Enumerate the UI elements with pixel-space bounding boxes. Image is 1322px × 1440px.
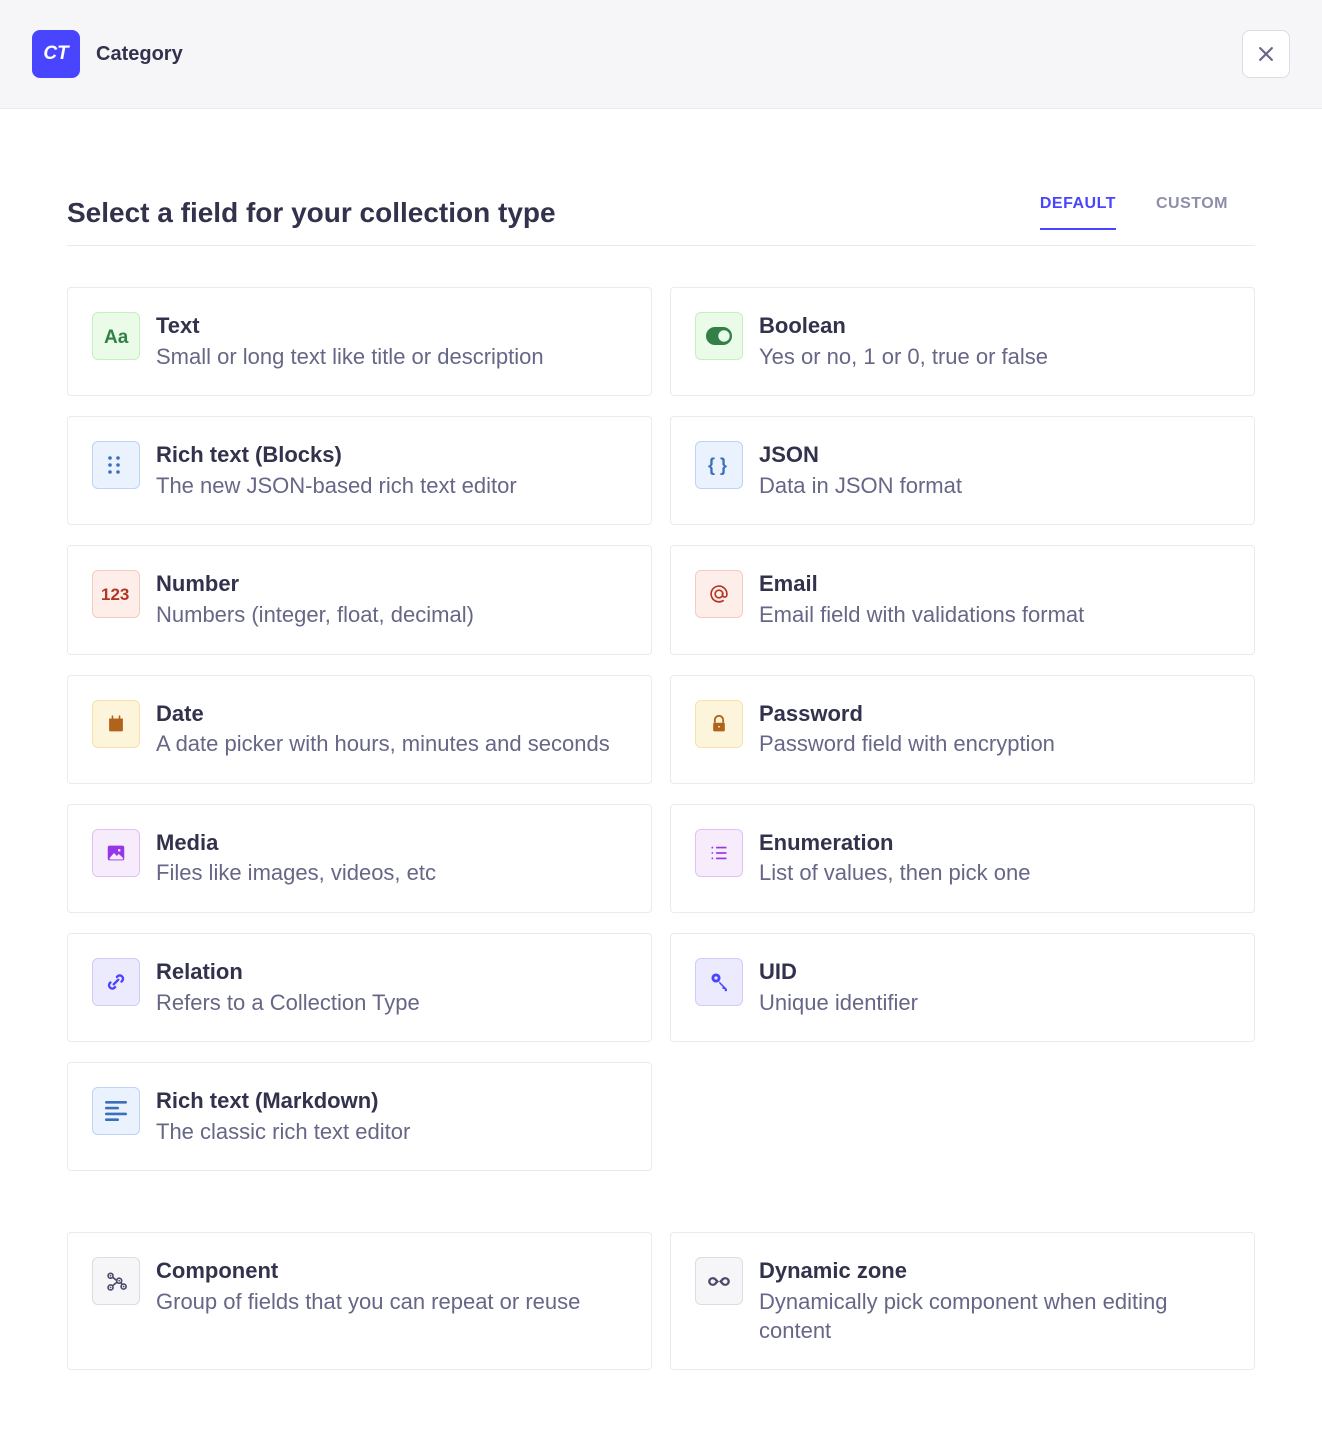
- svg-text:Aa: Aa: [104, 327, 129, 348]
- svg-text:{ }: { }: [708, 455, 727, 475]
- svg-text:123: 123: [101, 585, 129, 604]
